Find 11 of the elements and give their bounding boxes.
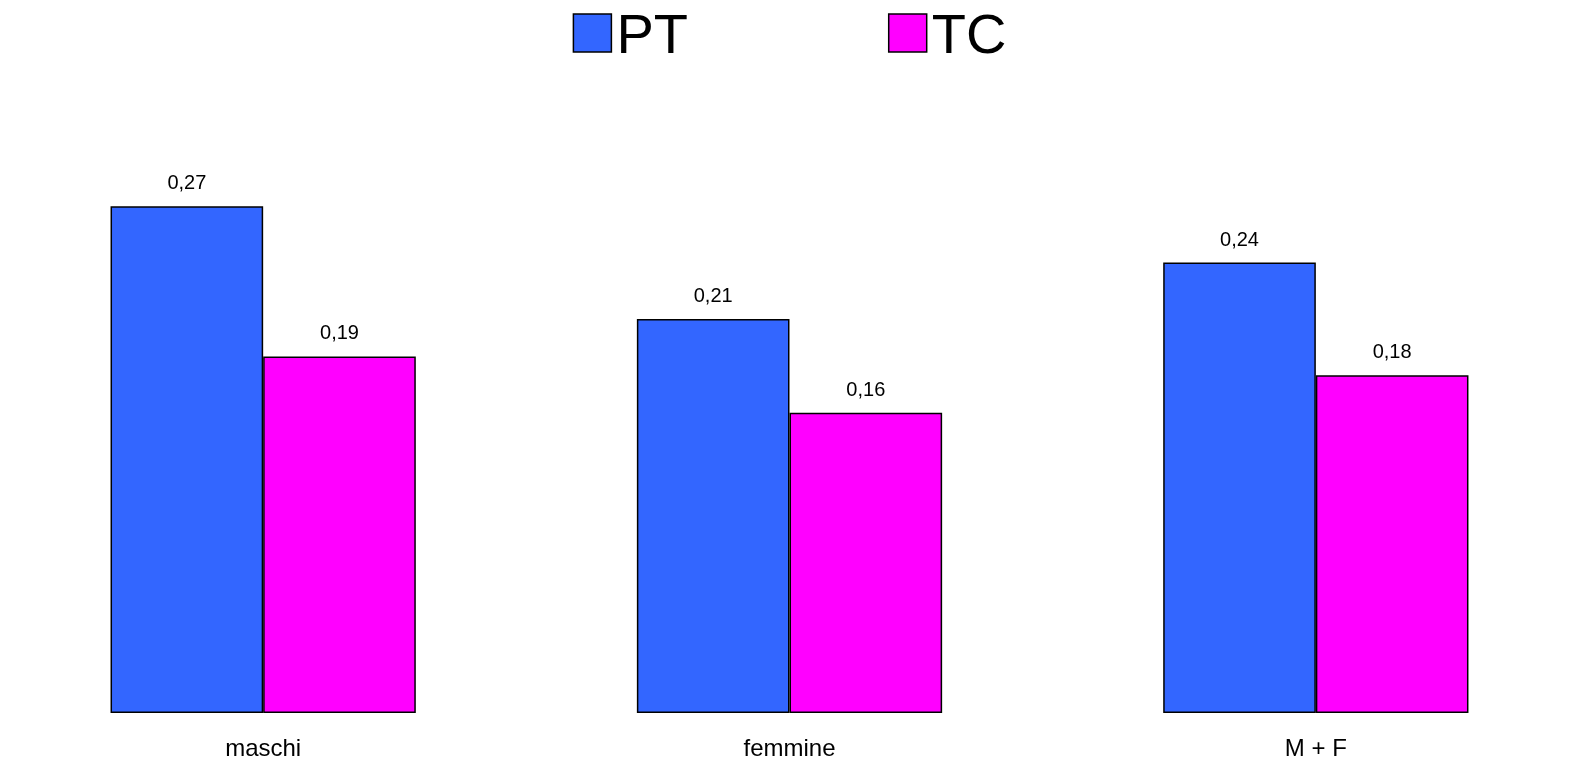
- data-label: 0,27: [167, 171, 207, 194]
- x-tick-label: M + F: [1284, 733, 1347, 761]
- data-label: 0,21: [693, 283, 733, 306]
- data-label: 0,19: [320, 321, 359, 344]
- legend-label: PT: [616, 1, 688, 65]
- data-label: 0,18: [1372, 340, 1412, 363]
- data-label: 0,24: [1220, 227, 1259, 250]
- x-tick-label: femmine: [743, 733, 836, 761]
- x-tick-label: maschi: [225, 733, 302, 761]
- legend-label: TC: [931, 1, 1007, 65]
- data-label: 0,16: [846, 377, 886, 400]
